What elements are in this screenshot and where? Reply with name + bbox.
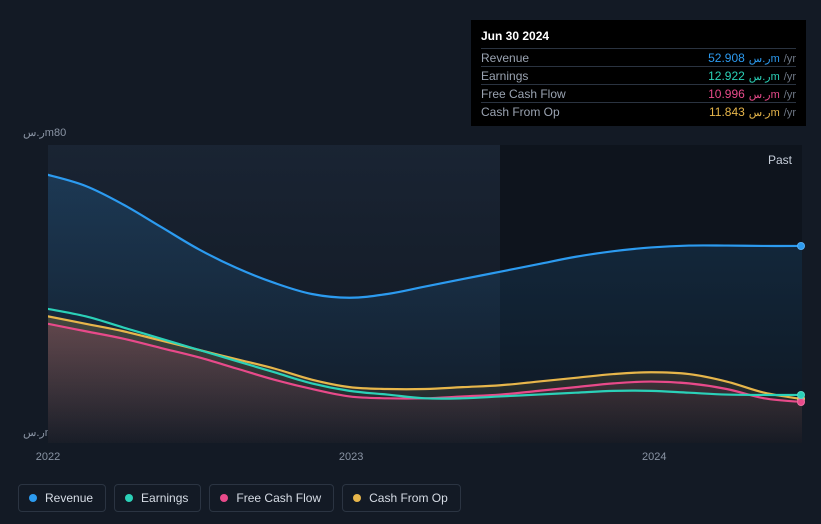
series-end-marker [797, 391, 805, 399]
chart-legend: Revenue Earnings Free Cash Flow Cash From O… [18, 484, 461, 512]
legend-dot-icon [353, 494, 361, 502]
legend-item-label: Revenue [45, 491, 93, 505]
tooltip-row: Revenue 52.908ر.سm/yr [481, 48, 796, 66]
legend-item-revenue[interactable]: Revenue [18, 484, 106, 512]
chart-plot-area[interactable]: Past [48, 145, 802, 443]
tooltip-row: Free Cash Flow 10.996ر.سm/yr [481, 84, 796, 102]
y-axis-max-label: ر.سm80 [23, 126, 66, 139]
x-axis-tick: 2023 [339, 451, 363, 463]
legend-item-cfo[interactable]: Cash From Op [342, 484, 461, 512]
tooltip-row-label: Earnings [481, 69, 528, 83]
tooltip-row-value: 10.996ر.سm/yr [708, 87, 796, 101]
tooltip-row: Earnings 12.922ر.سm/yr [481, 66, 796, 84]
legend-dot-icon [29, 494, 37, 502]
x-axis-tick: 2024 [642, 451, 666, 463]
tooltip-row-label: Revenue [481, 51, 529, 65]
legend-dot-icon [125, 494, 133, 502]
tooltip-row-label: Free Cash Flow [481, 87, 566, 101]
series-end-marker [797, 242, 805, 250]
series-end-marker [797, 398, 805, 406]
legend-item-earnings[interactable]: Earnings [114, 484, 201, 512]
tooltip-row-value: 12.922ر.سm/yr [708, 69, 796, 83]
tooltip-row: Cash From Op 11.843ر.سm/yr [481, 102, 796, 120]
x-axis-tick: 2022 [36, 451, 60, 463]
tooltip-row-label: Cash From Op [481, 105, 560, 119]
legend-item-fcf[interactable]: Free Cash Flow [209, 484, 334, 512]
legend-item-label: Cash From Op [369, 491, 448, 505]
data-tooltip-card: Jun 30 2024 Revenue52.908ر.سm/yrEarnings… [471, 20, 806, 126]
chart-svg [48, 145, 802, 443]
past-label: Past [768, 153, 792, 167]
tooltip-date: Jun 30 2024 [481, 26, 796, 48]
legend-dot-icon [220, 494, 228, 502]
legend-item-label: Free Cash Flow [236, 491, 321, 505]
legend-item-label: Earnings [141, 491, 188, 505]
tooltip-row-value: 52.908ر.سm/yr [708, 51, 796, 65]
x-axis: 202220232024 [48, 451, 802, 471]
tooltip-row-value: 11.843ر.سm/yr [709, 105, 796, 119]
